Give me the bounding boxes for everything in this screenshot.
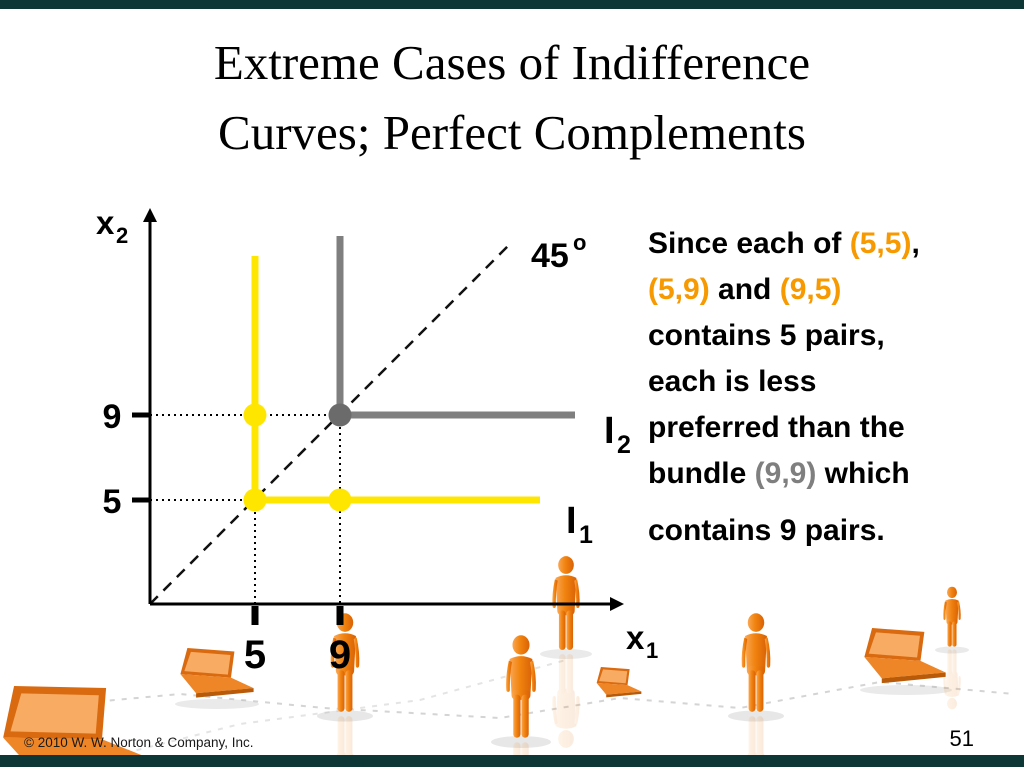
- note-line-6: bundle (9,9) which: [648, 451, 1020, 497]
- curve-label-i2-sub: 2: [617, 431, 631, 459]
- person-figure-icon: [728, 613, 784, 767]
- x-axis-label: x: [626, 619, 645, 656]
- y-axis-label: x: [96, 204, 115, 241]
- x-tick-label-9: 9: [329, 633, 351, 677]
- curve-label-i1-sub: 1: [579, 521, 593, 549]
- bundle-5-5-highlight: (5,5): [849, 227, 912, 260]
- diagonal-45-line: [149, 245, 509, 605]
- note-run: bundle: [648, 457, 755, 490]
- y-axis-label-sub: 2: [116, 223, 128, 248]
- slide-title-line-1: Extreme Cases of Indifference: [213, 35, 811, 90]
- person-figure-icon: [540, 556, 592, 748]
- note-line-1: Since each of (5,5),: [648, 221, 1020, 267]
- note-run: Since each of: [648, 227, 850, 260]
- laptop-icon: [0, 679, 149, 767]
- note-run: ,: [911, 227, 920, 260]
- note-line-5: preferred than the: [648, 411, 905, 444]
- person-figure-icon: [317, 613, 373, 767]
- bundle-point-5-9: [243, 403, 267, 427]
- note-line-4: each is less: [648, 365, 817, 398]
- indifference-curve-graph: x 2 x 1 45 o 9 5 5 9 I 2 I 1: [96, 204, 658, 677]
- page-number: 51: [949, 726, 974, 751]
- y-tick-label-9: 9: [103, 398, 122, 436]
- bundle-point-9-9: [328, 403, 352, 427]
- note-line-2: (5,9) and (9,5): [648, 267, 1020, 313]
- person-figure-icon: [935, 586, 969, 710]
- angle-label: 45: [531, 237, 569, 275]
- slide-title-line-2: Curves; Perfect Complements: [218, 104, 806, 160]
- curve-label-i1: I: [566, 500, 577, 542]
- slide-title: Extreme Cases of Indifference Curves; Pe…: [0, 28, 1024, 167]
- bundle-point-5-5: [243, 488, 267, 512]
- y-tick-label-5: 5: [103, 483, 122, 521]
- laptop-icon: [175, 648, 259, 709]
- person-figure-icon: [491, 635, 551, 767]
- note-run: and: [709, 273, 780, 306]
- indifference-curve-i1: [251, 256, 540, 504]
- bundle-9-5-highlight: (9,5): [779, 273, 842, 306]
- bundle-point-9-5: [328, 488, 352, 512]
- bottom-border-bar: [0, 755, 1024, 767]
- bundle-9-9-highlight: (9,9): [754, 457, 817, 490]
- curve-label-i2: I: [604, 410, 615, 452]
- bundle-5-9-highlight: (5,9): [648, 273, 710, 306]
- note-line-7: contains 9 pairs.: [648, 514, 885, 547]
- y-axis-arrow-icon: [143, 208, 157, 222]
- x-axis-arrow-icon: [610, 597, 624, 611]
- laptop-icon: [860, 628, 952, 695]
- x-tick-label-5: 5: [244, 633, 266, 677]
- note-run: which: [816, 457, 910, 490]
- network-dashed-line: [89, 659, 567, 763]
- note-line-3: contains 5 pairs,: [648, 319, 885, 352]
- top-border-bar: [0, 0, 1024, 9]
- copyright-footer: © 2010 W. W. Norton & Company, Inc.: [24, 735, 254, 750]
- angle-label-sup: o: [573, 230, 586, 255]
- explanation-text: Since each of (5,5), (5,9) and (9,5) con…: [648, 221, 1020, 554]
- x-axis-label-sub: 1: [646, 638, 658, 663]
